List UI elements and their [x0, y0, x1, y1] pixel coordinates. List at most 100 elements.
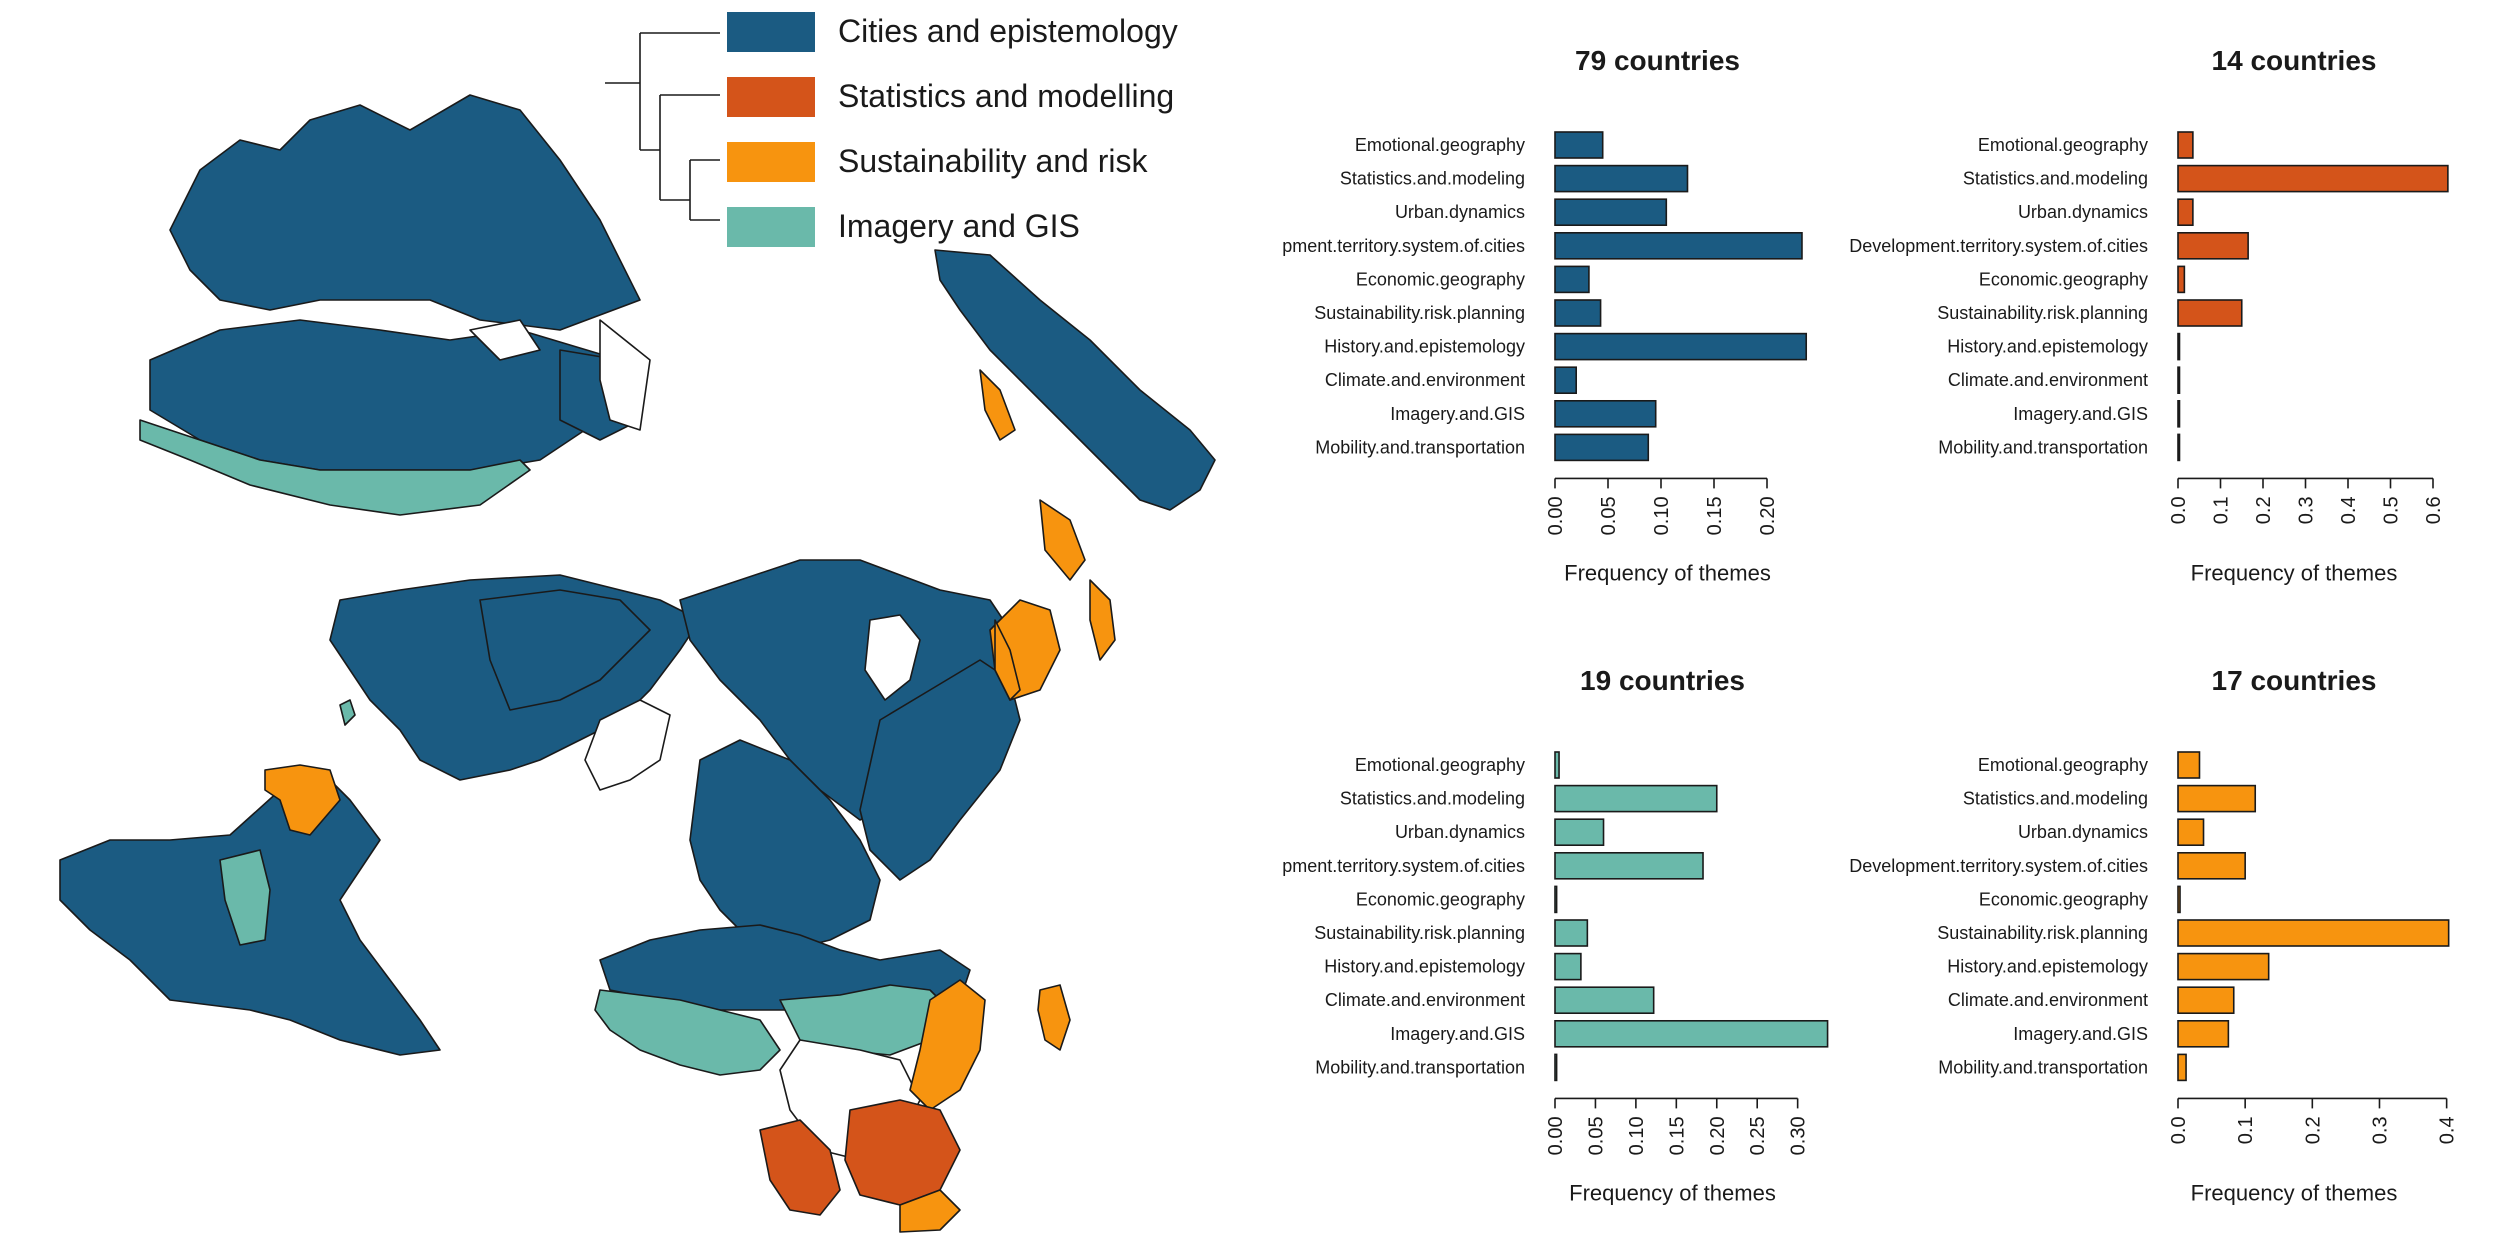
x-tick-label: 0.00 — [1545, 1116, 1567, 1155]
x-axis-label: Frequency of themes — [2191, 560, 2398, 585]
map-region-oceania — [934, 249, 1216, 511]
bar — [2177, 784, 2257, 813]
x-tick-label: 0.5 — [2381, 496, 2403, 524]
x-axis-label: Frequency of themes — [1564, 560, 1771, 585]
map-region-inset-europe — [169, 94, 641, 331]
bar — [2177, 751, 2201, 779]
main-map — [59, 249, 1216, 1233]
category-label: Climate.and.environment — [1325, 370, 1525, 390]
category-label: Mobility.and.transportation — [1315, 437, 1525, 457]
chart-title: 19 countries — [1580, 665, 1745, 696]
bar — [1554, 433, 1650, 462]
x-tick-label: 0.25 — [1747, 1116, 1769, 1155]
bar-chart-3: 19 countries Emotional.geography Statistic… — [1282, 665, 1829, 1205]
bar — [1554, 885, 1558, 914]
map-region-east-africa — [909, 979, 986, 1111]
dendrogram-link-4 — [660, 160, 691, 220]
category-label: History.and.epistemology — [1324, 957, 1525, 977]
inset-map — [139, 94, 651, 516]
bar — [1554, 818, 1605, 847]
bar — [1554, 751, 1560, 779]
map-region-south-africa-coast — [899, 1189, 961, 1233]
category-label: Economic.geography — [1979, 269, 2148, 289]
bar — [2177, 919, 2450, 947]
x-tick-label: 0.2 — [2302, 1116, 2324, 1144]
category-label: History.and.epistemology — [1947, 337, 2148, 357]
map-region-mongolia — [864, 614, 921, 701]
category-label: Sustainability.risk.planning — [1937, 923, 2148, 943]
category-label: Imagery.and.GIS — [1390, 1024, 1525, 1044]
bar — [2177, 232, 2249, 260]
legend-label: Cities and epistemology — [838, 13, 1178, 49]
x-tick-label: 0.2 — [2253, 496, 2275, 524]
map-region-west-africa — [594, 989, 781, 1076]
chart-title: 14 countries — [2212, 45, 2377, 76]
x-tick-label: 0.20 — [1757, 496, 1779, 535]
map-region-europe — [689, 739, 881, 951]
bar — [2177, 131, 2194, 159]
category-label: Climate.and.environment — [1948, 370, 2148, 390]
bar — [1554, 851, 1704, 880]
bar — [2177, 1019, 2230, 1048]
legend-label: Imagery and GIS — [838, 208, 1080, 244]
legend-swatch — [727, 12, 815, 52]
bar-chart-2: 14 countries Emotional.geography Statistic… — [1849, 45, 2449, 585]
legend-label: Statistics and modelling — [838, 78, 1174, 114]
category-label: Climate.and.environment — [1948, 990, 2148, 1010]
x-tick-label: 0.05 — [1585, 1116, 1607, 1155]
category-label: Mobility.and.transportation — [1315, 1057, 1525, 1077]
bar — [1554, 232, 1803, 260]
category-label: Development.territory.system.of.cities — [1849, 856, 2148, 876]
bar — [2177, 299, 2243, 327]
bar — [1554, 299, 1602, 327]
bar — [2177, 265, 2186, 294]
bar — [2177, 986, 2235, 1015]
bar — [2177, 332, 2181, 361]
cluster-dendrogram — [605, 32, 720, 221]
category-label: pment.territory.system.of.cities — [1282, 856, 1525, 876]
map-region-inset-sahel — [139, 419, 531, 516]
category-label: History.and.epistemology — [1947, 957, 2148, 977]
bar — [2177, 818, 2205, 847]
map-region-madagascar — [1037, 984, 1071, 1051]
x-tick-label: 0.3 — [2296, 496, 2318, 524]
map-region-greenland — [584, 699, 671, 791]
bar-chart-4: 17 countries Emotional.geography Statistic… — [1849, 665, 2458, 1205]
bar — [2177, 952, 2270, 981]
legend-swatch — [727, 77, 815, 117]
category-label: Economic.geography — [1356, 889, 1525, 909]
x-tick-label: 0.3 — [2369, 1116, 2391, 1144]
x-tick-label: 0.4 — [2338, 496, 2360, 524]
category-label: Development.territory.system.of.cities — [1849, 236, 2148, 256]
bar — [2177, 399, 2181, 428]
map-region-brazil-interior — [219, 849, 271, 946]
category-label: Urban.dynamics — [1395, 822, 1525, 842]
x-tick-label: 0.30 — [1788, 1116, 1810, 1155]
category-label: Mobility.and.transportation — [1938, 1057, 2148, 1077]
category-label: Climate.and.environment — [1325, 990, 1525, 1010]
map-region-caribbean-island — [339, 699, 356, 726]
category-label: Statistics.and.modeling — [1963, 169, 2148, 189]
map-region-asia-pacific-coast — [994, 619, 1021, 701]
legend-items: Cities and epistemology Statistics and mo… — [727, 12, 1178, 247]
map-region-venezuela-colombia — [264, 764, 341, 836]
category-label: Urban.dynamics — [2018, 822, 2148, 842]
category-label: Statistics.and.modeling — [1340, 789, 1525, 809]
category-label: Sustainability.risk.planning — [1314, 303, 1525, 323]
legend-swatch — [727, 142, 815, 182]
bar — [1554, 332, 1808, 361]
category-label: Urban.dynamics — [2018, 202, 2148, 222]
x-tick-label: 0.15 — [1704, 496, 1726, 535]
category-label: Emotional.geography — [1978, 755, 2148, 775]
bar-chart-1: 79 countries Emotional.geography Statistic… — [1282, 45, 1808, 585]
chart-title: 79 countries — [1575, 45, 1740, 76]
bar — [2177, 851, 2246, 880]
x-tick-label: 0.0 — [2168, 496, 2190, 524]
category-label: Mobility.and.transportation — [1938, 437, 2148, 457]
category-label: Imagery.and.GIS — [1390, 404, 1525, 424]
category-label: History.and.epistemology — [1324, 337, 1525, 357]
bar — [1554, 265, 1590, 294]
category-label: Sustainability.risk.planning — [1937, 303, 2148, 323]
bar — [1554, 919, 1589, 947]
